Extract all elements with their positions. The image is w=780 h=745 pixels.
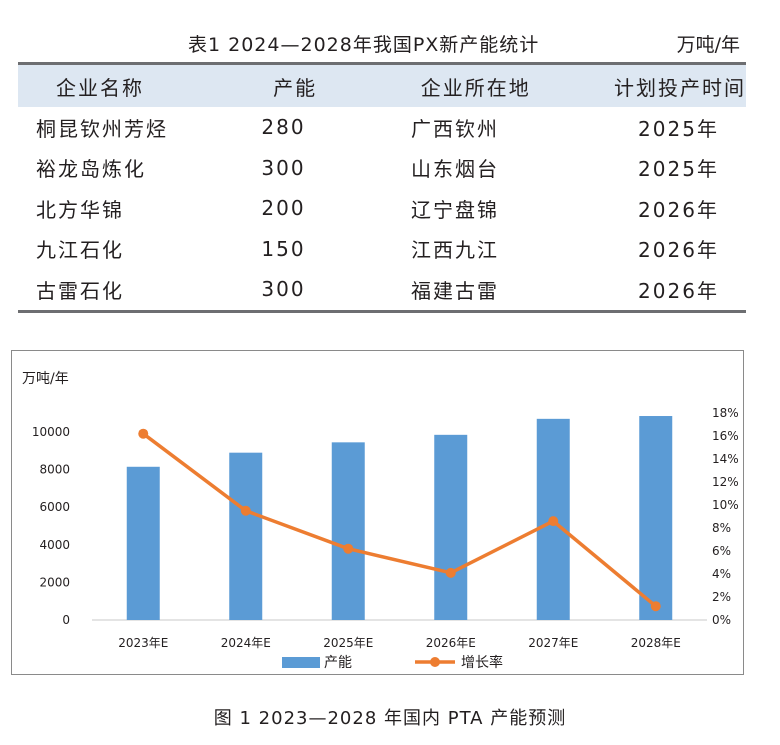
cell-capacity: 280: [261, 115, 306, 140]
cell-location: 福建古雷: [411, 278, 499, 303]
growth-rate-point: [138, 428, 149, 439]
capacity-bars: [126, 416, 673, 620]
growth-rate-point: [548, 516, 559, 527]
right-tick-label: 8%: [712, 521, 731, 535]
table-row: 古雷石化 300 福建古雷 2026年: [18, 269, 746, 310]
x-tick-label: 2023年E: [118, 636, 168, 650]
table-header-row: 企业名称 产能 企业所在地 计划投产时间: [18, 65, 746, 107]
left-tick-label: 4000: [39, 538, 70, 552]
left-tick-label: 0: [62, 613, 70, 627]
x-tick-label: 2026年E: [426, 636, 476, 650]
capacity-bar: [229, 452, 263, 620]
left-tick-label: 8000: [39, 463, 70, 477]
legend-line-marker: [430, 657, 440, 667]
growth-line: [138, 428, 661, 612]
cell-capacity: 300: [261, 277, 306, 302]
legend-bar-swatch: [282, 657, 320, 668]
cell-location: 广西钦州: [411, 116, 499, 141]
cell-start-time: 2026年: [638, 197, 719, 222]
right-axis-ticks: 0% 2% 4% 6% 8% 10% 12% 14% 16% 18%: [712, 406, 739, 627]
table-title: 表1 2024—2028年我国PX新产能统计: [188, 34, 540, 56]
x-axis-labels: 2023年E 2024年E 2025年E 2026年E 2027年E 2028年E: [118, 636, 681, 650]
cell-start-time: 2025年: [638, 116, 719, 141]
header-start-time: 计划投产时间: [614, 75, 746, 100]
cell-capacity: 200: [261, 196, 306, 221]
header-company: 企业名称: [56, 75, 144, 100]
px-capacity-table: 企业名称 产能 企业所在地 计划投产时间 桐昆钦州芳烃 280 广西钦州 202…: [18, 62, 746, 313]
growth-rate-point: [445, 567, 456, 578]
left-tick-label: 10000: [32, 425, 70, 439]
right-tick-label: 4%: [712, 567, 731, 581]
growth-rate-line: [142, 432, 657, 608]
right-tick-label: 12%: [712, 475, 739, 489]
right-tick-label: 0%: [712, 613, 731, 627]
chart-legend: 产能 增长率: [282, 654, 503, 671]
table-top-rule: [18, 62, 746, 65]
left-tick-label: 6000: [39, 500, 70, 514]
right-tick-label: 14%: [712, 452, 739, 466]
table-row: 北方华锦 200 辽宁盘锦 2026年: [18, 188, 746, 229]
cell-start-time: 2026年: [638, 278, 719, 303]
right-tick-label: 2%: [712, 590, 731, 604]
left-axis-ticks: 0 2000 4000 6000 8000 10000: [32, 425, 70, 627]
figure-caption: 图 1 2023—2028 年国内 PTA 产能预测: [213, 708, 567, 729]
table-row: 九江石化 150 江西九江 2026年: [18, 229, 746, 270]
cell-capacity: 150: [261, 236, 306, 261]
cell-location: 辽宁盘锦: [411, 197, 499, 222]
cell-location: 山东烟台: [411, 157, 499, 182]
cell-company: 裕龙岛炼化: [36, 157, 146, 182]
x-tick-label: 2028年E: [631, 636, 681, 650]
cell-capacity: 300: [261, 155, 306, 180]
right-tick-label: 18%: [712, 406, 739, 420]
pta-capacity-chart: 万吨/年 0 2000 4000 6000 8000 10000 0% 2% 4% 6% 8% 10…: [11, 350, 744, 675]
table-row: 桐昆钦州芳烃 280 广西钦州 2025年: [18, 107, 746, 148]
chart-unit-label: 万吨/年: [22, 371, 69, 387]
growth-rate-point: [240, 505, 251, 516]
capacity-bar: [434, 434, 468, 620]
x-tick-label: 2027年E: [528, 636, 578, 650]
cell-company: 九江石化: [36, 238, 124, 263]
capacity-bar: [331, 442, 365, 620]
cell-company: 桐昆钦州芳烃: [36, 116, 168, 141]
cell-company: 北方华锦: [36, 197, 124, 222]
right-tick-label: 10%: [712, 498, 739, 512]
left-tick-label: 2000: [39, 575, 70, 589]
capacity-bar: [126, 466, 160, 620]
header-capacity: 产能: [273, 75, 318, 100]
table-bottom-rule: [18, 309, 746, 313]
x-tick-label: 2025年E: [323, 636, 373, 650]
table-title-row: 表1 2024—2028年我国PX新产能统计 万吨/年: [18, 30, 746, 58]
x-tick-label: 2024年E: [221, 636, 271, 650]
chart-canvas: 万吨/年 0 2000 4000 6000 8000 10000 0% 2% 4% 6% 8% 10…: [22, 371, 739, 671]
growth-rate-point: [343, 543, 354, 554]
cell-start-time: 2026年: [638, 238, 719, 263]
header-location: 企业所在地: [420, 75, 531, 100]
cell-company: 古雷石化: [36, 278, 124, 303]
right-tick-label: 16%: [712, 429, 739, 443]
table-unit: 万吨/年: [676, 34, 740, 56]
legend-line-label: 增长率: [461, 654, 503, 671]
right-tick-label: 6%: [712, 544, 731, 558]
growth-rate-point: [650, 601, 661, 612]
legend-bar-label: 产能: [324, 655, 352, 671]
table-row: 裕龙岛炼化 300 山东烟台 2025年: [18, 148, 746, 189]
capacity-bar: [639, 416, 673, 620]
cell-location: 江西九江: [411, 238, 499, 263]
cell-start-time: 2025年: [638, 157, 719, 182]
